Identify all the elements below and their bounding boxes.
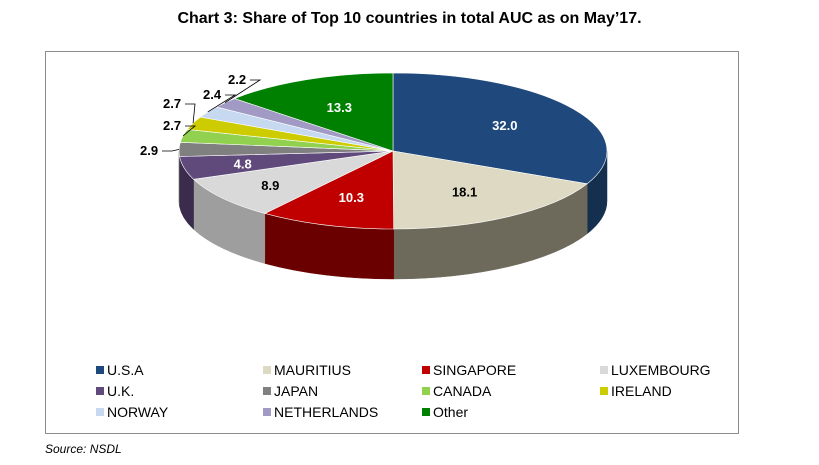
leader-line-japan bbox=[162, 149, 180, 152]
legend-swatch bbox=[422, 408, 430, 416]
data-label-netherlands: 2.2 bbox=[228, 72, 246, 87]
legend-swatch bbox=[96, 408, 104, 416]
pie-chart: 32.0 18.1 10.3 8.9 4.8 2.9 2.7 2.7 2.4 2.2 13.3 bbox=[140, 72, 608, 280]
legend-item-luxembourg: LUXEMBOURG bbox=[600, 362, 711, 378]
legend-item-norway: NORWAY bbox=[96, 404, 168, 420]
legend-swatch bbox=[263, 366, 271, 374]
data-label-ireland: 2.7 bbox=[163, 96, 181, 111]
pie-slice-singapore bbox=[263, 150, 394, 230]
legend-label: Other bbox=[433, 404, 469, 420]
legend-swatch bbox=[422, 387, 430, 395]
data-label-luxembourg: 8.9 bbox=[261, 178, 279, 193]
legend-label: MAURITIUS bbox=[274, 362, 351, 378]
legend-label: JAPAN bbox=[274, 383, 319, 399]
pie-slice-mauritius bbox=[392, 150, 588, 230]
leader-line-ireland bbox=[185, 103, 196, 124]
legend-label: NETHERLANDS bbox=[274, 404, 379, 420]
pie-slice-other bbox=[233, 72, 394, 152]
data-label-u-k: 4.8 bbox=[234, 156, 252, 171]
leader-line-netherlands bbox=[224, 79, 262, 103]
source-note: Source: NSDL bbox=[45, 442, 122, 456]
legend-label: U.S.A bbox=[107, 362, 144, 378]
data-label-singapore: 10.3 bbox=[339, 190, 364, 205]
pie-slice-luxembourg bbox=[192, 150, 394, 214]
legend-item-ireland: IRELAND bbox=[600, 383, 672, 399]
legend-label: SINGAPORE bbox=[433, 362, 517, 378]
data-label-other: 13.3 bbox=[327, 100, 352, 115]
data-label-norway: 2.4 bbox=[203, 87, 222, 102]
legend-swatch bbox=[96, 387, 104, 395]
legend-item-mauritius: MAURITIUS bbox=[263, 362, 351, 378]
pie-side-japan bbox=[178, 150, 180, 207]
legend-item-singapore: SINGAPORE bbox=[422, 362, 516, 378]
chart-frame bbox=[45, 51, 739, 434]
legend-swatch bbox=[422, 366, 430, 374]
legend-label: LUXEMBOURG bbox=[611, 362, 711, 378]
legend-swatch bbox=[600, 387, 608, 395]
chart-title: Chart 3: Share of Top 10 countries in to… bbox=[177, 10, 642, 27]
legend-swatch bbox=[600, 366, 608, 374]
leader-line-canada bbox=[182, 125, 197, 137]
legend-item-netherlands: NETHERLANDS bbox=[263, 404, 378, 420]
data-label-mauritius: 18.1 bbox=[452, 185, 477, 200]
legend-swatch bbox=[263, 387, 271, 395]
legend-label: IRELAND bbox=[611, 383, 672, 399]
legend-item-u-k: U.K. bbox=[96, 383, 134, 399]
data-label-japan: 2.9 bbox=[140, 143, 158, 158]
legend-item-canada: CANADA bbox=[422, 383, 491, 399]
pie-slice-u-s-a bbox=[392, 72, 608, 185]
legend-swatch bbox=[263, 408, 271, 416]
data-label-u-s-a: 32.0 bbox=[492, 118, 517, 133]
legend-item-u-s-a: U.S.A bbox=[96, 362, 144, 378]
legend-swatch bbox=[96, 366, 104, 374]
legend-item-japan: JAPAN bbox=[263, 383, 318, 399]
legend-label: NORWAY bbox=[107, 404, 169, 420]
legend-label: CANADA bbox=[433, 383, 492, 399]
leader-line-norway bbox=[207, 94, 237, 113]
legend-label: U.K. bbox=[107, 383, 135, 399]
legend-item-other: Other bbox=[422, 404, 468, 420]
data-label-canada: 2.7 bbox=[163, 118, 181, 133]
